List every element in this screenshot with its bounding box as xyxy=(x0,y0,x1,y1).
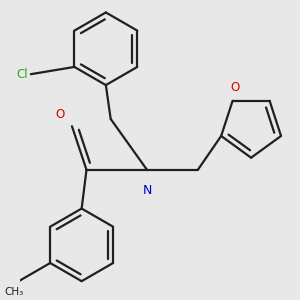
Text: CH₃: CH₃ xyxy=(4,287,24,297)
Text: O: O xyxy=(230,80,240,94)
Text: O: O xyxy=(55,108,64,122)
Text: Cl: Cl xyxy=(17,68,28,81)
Text: N: N xyxy=(142,184,152,197)
